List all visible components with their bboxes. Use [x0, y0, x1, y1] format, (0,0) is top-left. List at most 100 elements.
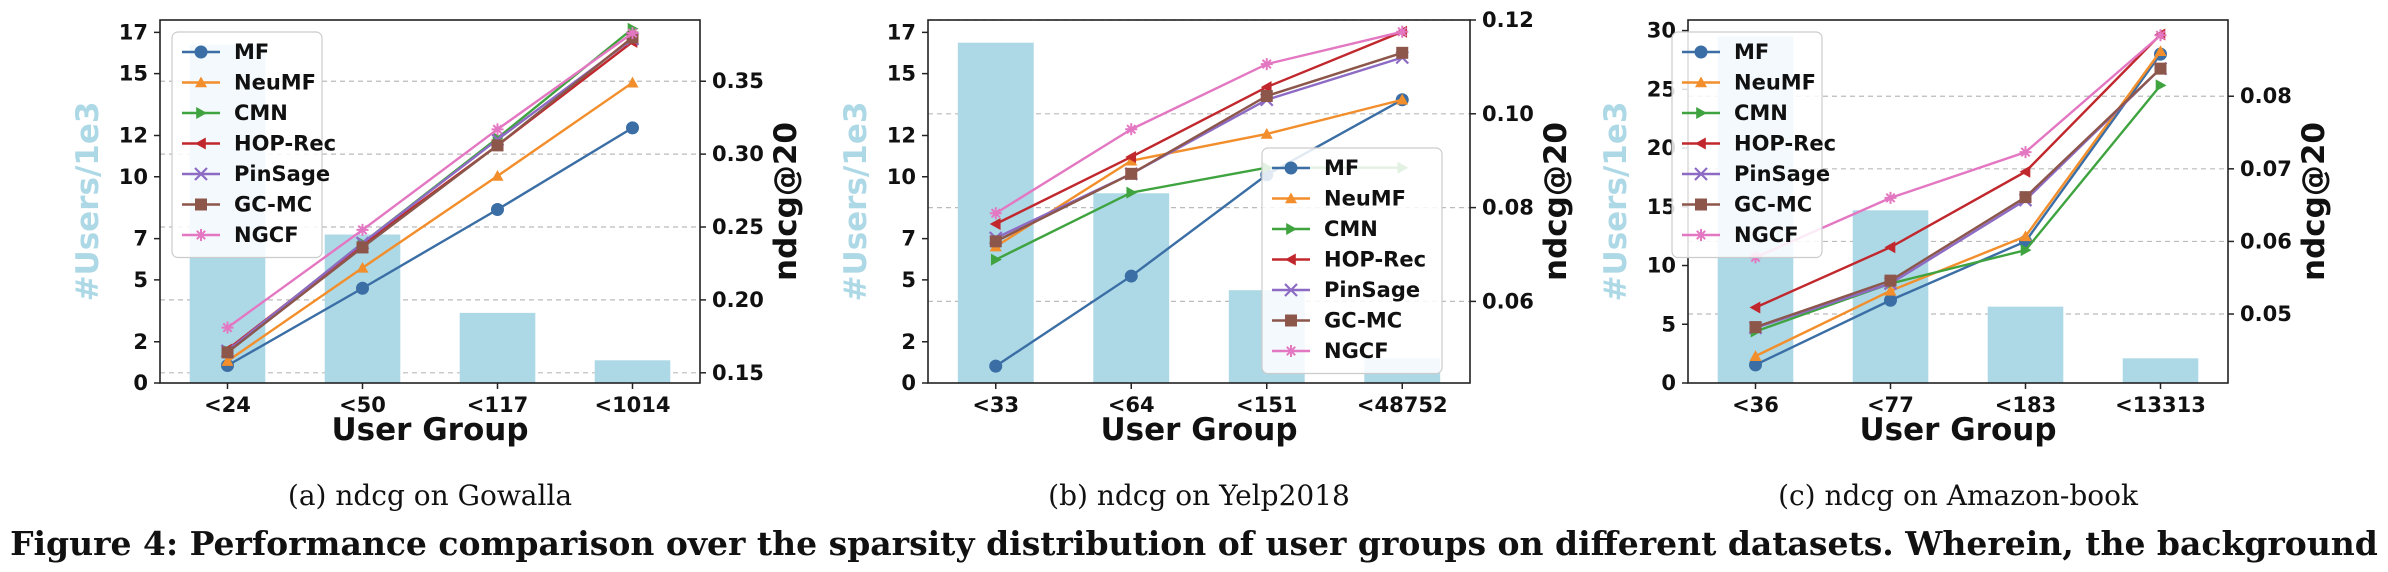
point-mf-2	[491, 203, 504, 217]
legend-entry: NGCF	[234, 223, 299, 247]
point-neumf-2	[491, 169, 504, 181]
legend-entry: CMN	[234, 101, 288, 125]
point-gc-mc-1	[1884, 274, 1897, 287]
point-gc-mc-0	[1749, 321, 1762, 334]
left-tick-label: 17	[887, 20, 916, 44]
left-tick-label: 7	[901, 227, 916, 251]
point-neumf-2	[2019, 230, 2032, 242]
left-axis-label: #Users/1e3	[838, 102, 874, 302]
point-mf-1	[356, 281, 369, 295]
legend-marker	[1695, 137, 1706, 150]
bar-1	[324, 234, 401, 383]
series-line-pinsage	[226, 37, 634, 352]
point-ngcf-0	[989, 207, 1002, 220]
left-tick-label: 5	[133, 268, 148, 292]
legend-marker	[194, 45, 208, 59]
legend-entry: GC-MC	[234, 193, 312, 217]
legend-entry: HOP-Rec	[1734, 132, 1836, 156]
legend-entry: NGCF	[1734, 223, 1799, 247]
series-line-ngcf	[1755, 34, 2162, 259]
right-tick-label: 0.06	[2240, 229, 2292, 253]
legend: MF NeuMF CMN HOP-Rec PinSage GC-MC NGCF	[1261, 147, 1443, 375]
legend-marker	[1695, 76, 1707, 88]
legend-entry: PinSage	[1734, 162, 1830, 186]
point-mf-0	[989, 359, 1003, 373]
legend-entry: CMN	[1324, 217, 1378, 241]
legend-entry: MF	[1734, 40, 1769, 64]
left-tick-label: 10	[887, 165, 916, 189]
series-line-ngcf	[226, 32, 634, 329]
point-hop-rec-0	[1749, 301, 1761, 314]
point-neumf-0	[1749, 350, 1762, 361]
left-tick-label: 25	[1647, 77, 1676, 101]
legend-entry: GC-MC	[1734, 193, 1812, 217]
series-line-mf	[995, 98, 1403, 368]
point-mf-1	[1884, 293, 1897, 307]
point-neumf-1	[1884, 284, 1897, 296]
legend-marker	[195, 229, 207, 241]
left-tick-label: 12	[119, 124, 148, 148]
point-cmn-3	[2155, 79, 2167, 92]
right-tick-label: 0.06	[1482, 289, 1534, 313]
legend-entry: NGCF	[1324, 339, 1389, 363]
legend-entry: PinSage	[234, 162, 330, 186]
series-line-hop-rec	[995, 30, 1403, 226]
left-tick-label: 17	[119, 20, 148, 44]
x-tick-label: <77	[1867, 393, 1914, 417]
legend-marker	[1695, 198, 1707, 211]
panel-gowalla: 0 2 5 7 10 12 15 17 0.15 0.20 0.25 0.30 0.35 <24 <50 <1…	[70, 19, 804, 512]
legend-entry: HOP-Rec	[1324, 248, 1426, 272]
legend-marker	[1285, 345, 1297, 357]
left-axis-label: #Users/1e3	[1598, 102, 1634, 302]
point-neumf-3	[1396, 93, 1409, 105]
right-tick-label: 0.10	[1482, 102, 1534, 126]
legend-marker	[194, 167, 208, 181]
legend-entry: NeuMF	[1324, 187, 1406, 211]
legend-entry: CMN	[1734, 101, 1788, 125]
legend-marker	[1694, 167, 1708, 181]
x-tick-label: <117	[467, 393, 528, 417]
panel-caption: (b) ndcg on Yelp2018	[1048, 479, 1350, 512]
point-gc-mc-3	[1396, 46, 1409, 59]
left-tick-label: 20	[1647, 136, 1676, 160]
right-tick-label: 0.25	[712, 215, 764, 239]
left-tick-label: 7	[133, 227, 148, 251]
series-line-mf	[226, 126, 634, 367]
point-gc-mc-2	[1260, 89, 1273, 102]
left-tick-label: 30	[1647, 19, 1676, 43]
axes-frame	[159, 19, 701, 384]
legend-marker	[1284, 161, 1298, 175]
figure-caption: Figure 4: Performance comparison over th…	[10, 524, 2378, 563]
left-axis-label: #Users/1e3	[70, 102, 106, 302]
x-tick-label: <1014	[594, 393, 670, 417]
legend-marker	[1695, 229, 1707, 241]
series-line-cmn	[1755, 84, 2162, 333]
series-line-pinsage	[995, 56, 1403, 240]
point-hop-rec-2	[2019, 165, 2031, 178]
left-tick-label: 0	[133, 371, 148, 395]
point-ngcf-1	[1884, 191, 1897, 204]
point-gc-mc-3	[2154, 62, 2167, 75]
legend-entry: MF	[234, 40, 269, 64]
point-ngcf-1	[1125, 123, 1138, 136]
legend-marker	[195, 76, 207, 88]
point-hop-rec-1	[1884, 241, 1896, 254]
right-axis-label: ndcg@20	[2296, 122, 2332, 281]
point-neumf-3	[2154, 45, 2167, 57]
point-gc-mc-0	[221, 346, 234, 359]
series-line-gc-mc	[1755, 67, 2162, 329]
axes-frame	[927, 19, 1471, 384]
right-tick-label: 0.20	[712, 288, 764, 312]
point-ngcf-3	[2154, 29, 2167, 42]
legend-marker	[1285, 314, 1297, 327]
left-tick-label: 2	[133, 330, 148, 354]
point-ngcf-2	[1260, 58, 1273, 71]
x-axis-label: User Group	[1859, 412, 2056, 448]
series-line-neumf	[226, 81, 634, 363]
x-axis-label: User Group	[1100, 412, 1297, 448]
point-gc-mc-0	[989, 235, 1002, 248]
bar-2	[1987, 306, 2064, 383]
left-tick-label: 10	[1647, 254, 1676, 278]
x-tick-label: <50	[339, 393, 386, 417]
